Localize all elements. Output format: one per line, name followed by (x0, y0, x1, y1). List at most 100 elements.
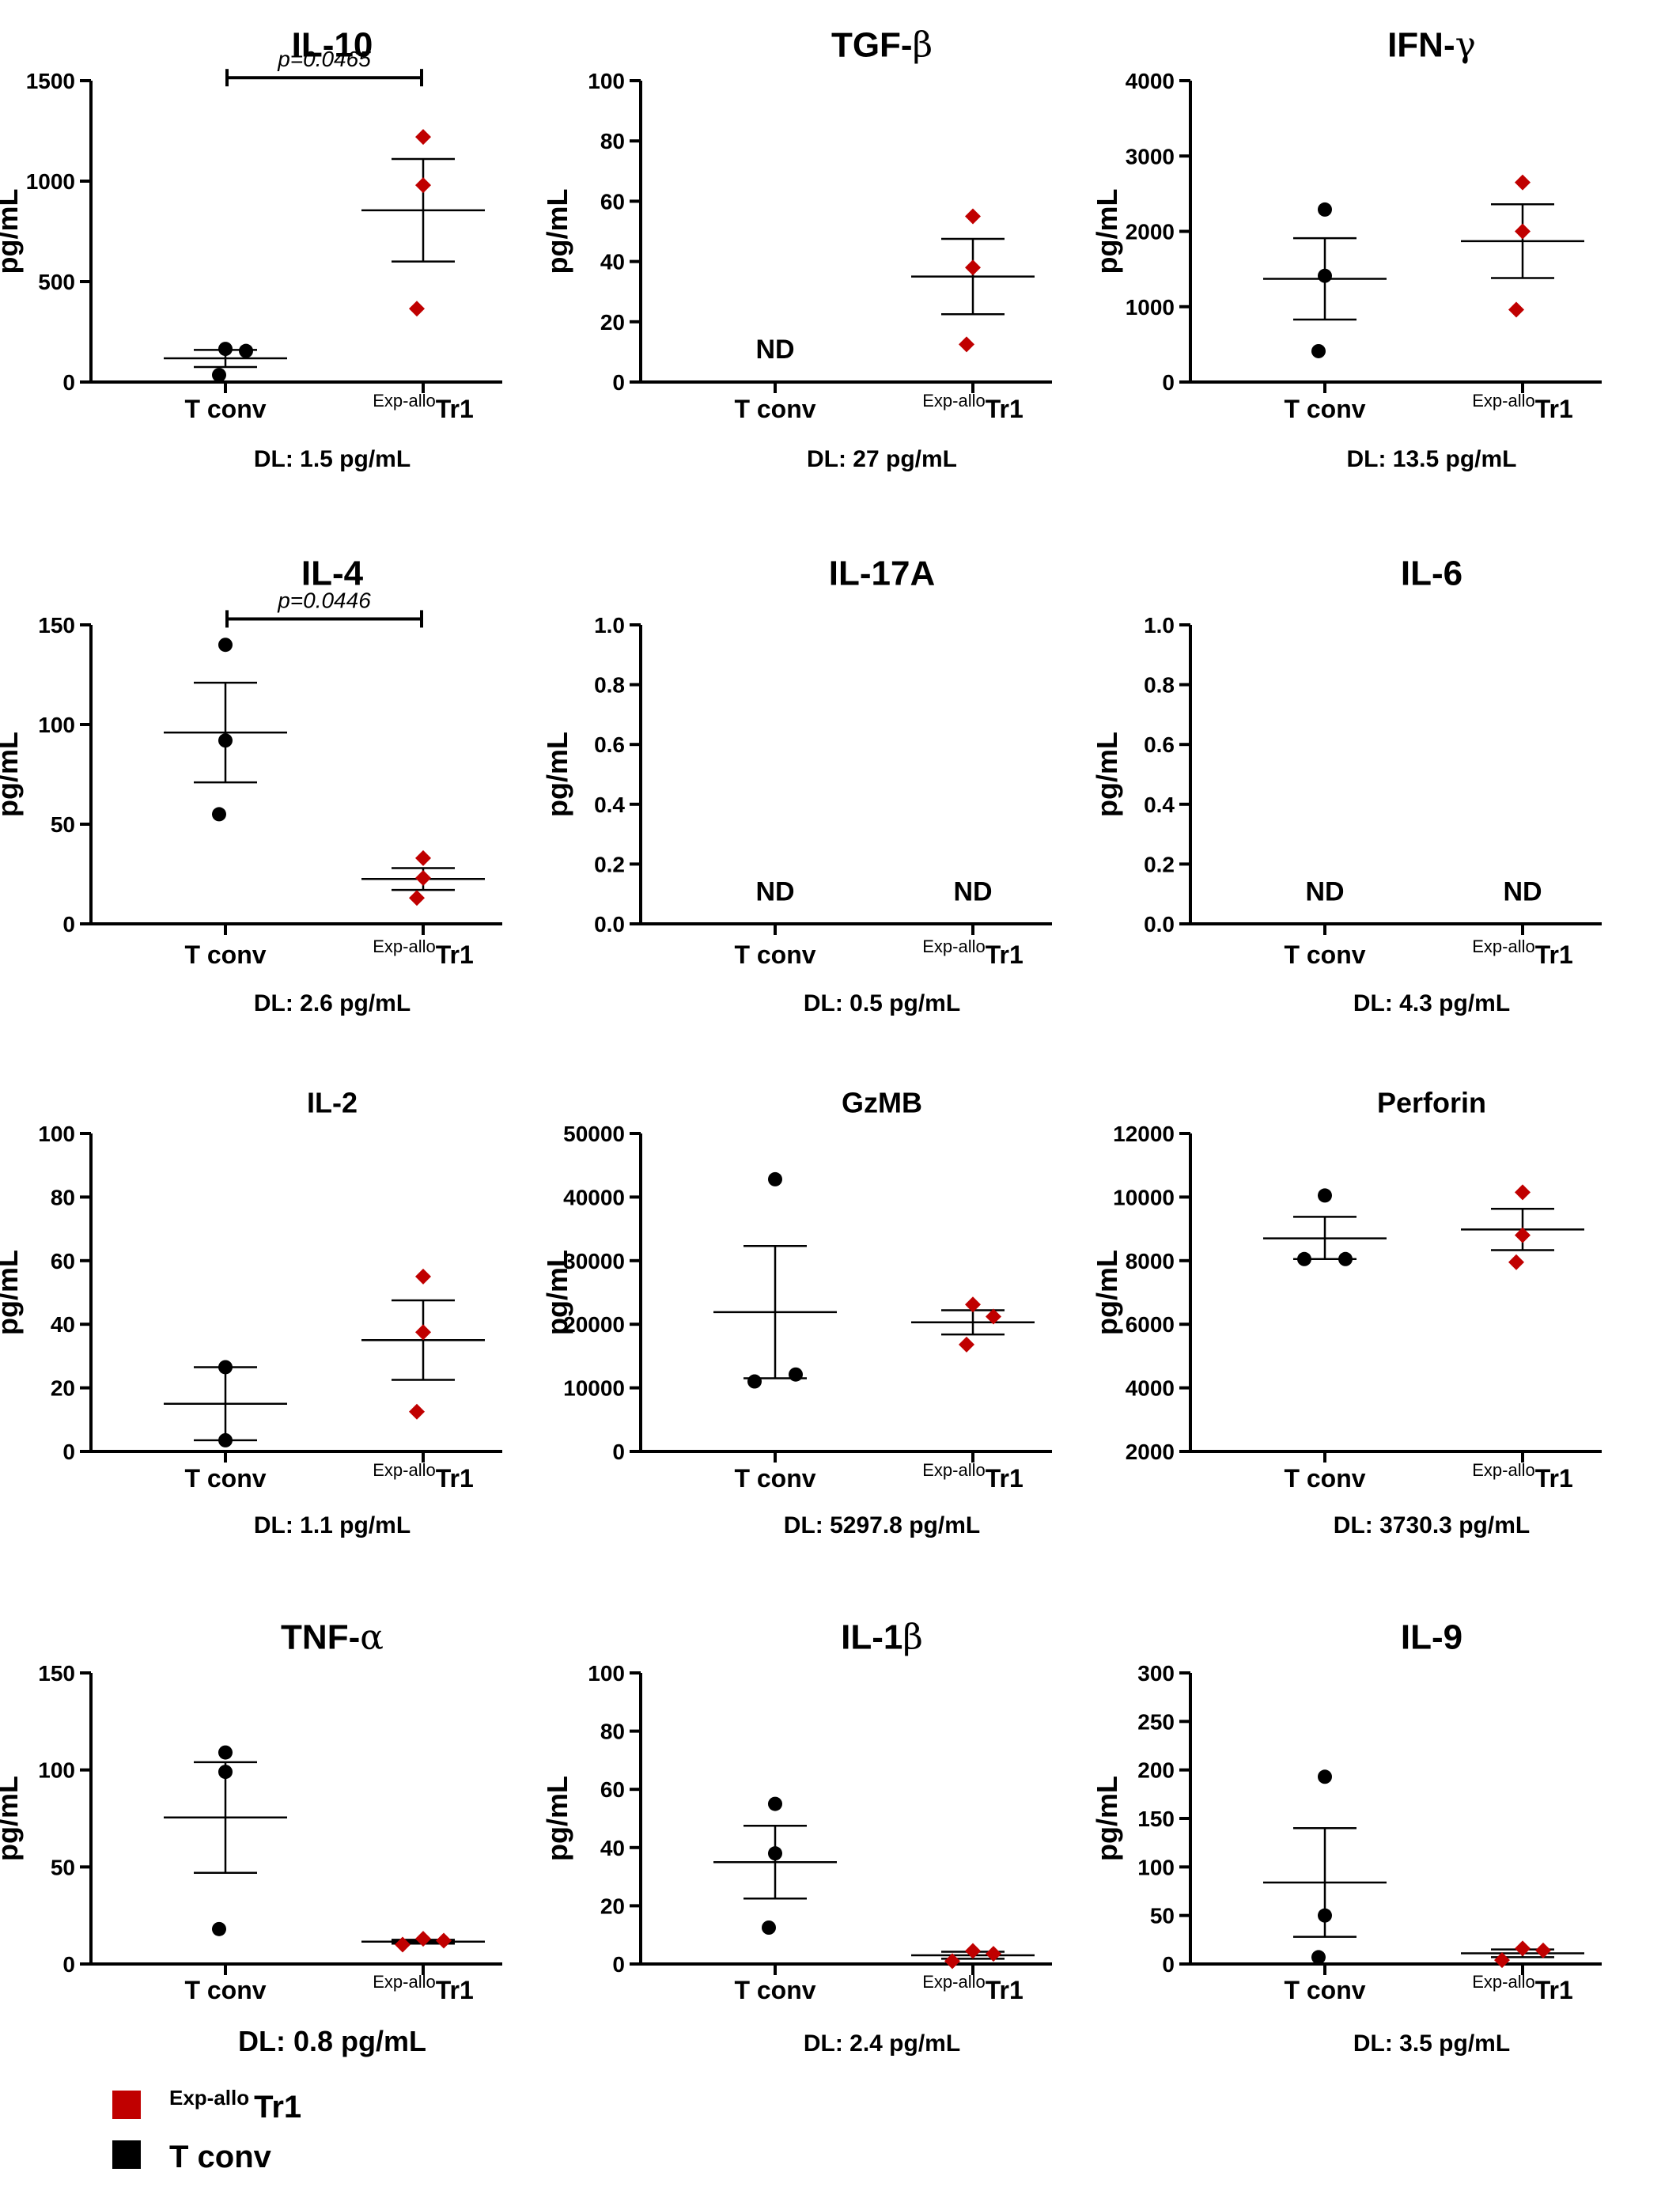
y-tick-label: 10000 (563, 1376, 625, 1401)
tconv-point (218, 638, 233, 653)
y-tick-label: 60 (600, 189, 625, 214)
x-tick-label: T conv (734, 395, 815, 423)
x-tick-label: T conv (184, 395, 266, 423)
y-tick-label: 0 (1162, 1952, 1175, 1977)
x-tick-label-main: Tr1 (986, 1464, 1024, 1493)
x-tick-label-superscript: Exp-allo (1472, 937, 1534, 956)
legend-item-tr1: Exp-allo Tr1 (112, 2086, 301, 2125)
y-tick-label: 0.8 (1144, 673, 1175, 698)
detection-limit: DL: 4.3 pg/mL (1353, 990, 1510, 1016)
panel-title: IL-2 (307, 1087, 358, 1119)
panel-title-text: IL-6 (1401, 554, 1462, 592)
y-tick-label: 150 (38, 1661, 75, 1686)
nd-label: ND (1503, 876, 1542, 906)
tr1-point (415, 870, 431, 887)
tconv-point (762, 1920, 776, 1935)
tconv-point (1318, 1908, 1332, 1923)
y-tick-label: 0 (612, 1952, 625, 1977)
detection-limit: DL: 13.5 pg/mL (1346, 446, 1516, 472)
x-tick-label: Exp-alloTr1 (1472, 1460, 1573, 1493)
y-tick-label: 20000 (563, 1312, 625, 1337)
y-tick-label: 60 (600, 1777, 625, 1802)
x-tick-label-superscript: Exp-allo (922, 1460, 985, 1480)
panel-perforin: Perforin pg/mL 2000 4000 6000 8000 10000 12000 T… (1091, 1087, 1602, 1538)
panel-title-text: TGF- (831, 25, 913, 64)
y-tick-label: 100 (38, 1758, 75, 1783)
x-tick-label-main: Tr1 (436, 1976, 474, 2004)
y-axis-label: pg/mL (0, 1250, 24, 1335)
panel-title-text: TNF- (281, 1618, 360, 1656)
y-axis-label: pg/mL (541, 1776, 573, 1861)
x-tick-label: Exp-alloTr1 (1472, 937, 1573, 969)
x-tick-label: T conv (734, 1976, 815, 2004)
detection-limit: DL: 1.5 pg/mL (254, 446, 411, 472)
tr1-point (986, 1308, 1001, 1325)
panel-title-text: IL-9 (1401, 1618, 1462, 1656)
legend-swatch (112, 2091, 141, 2119)
x-tick-label-superscript: Exp-allo (1472, 1460, 1534, 1480)
x-tick-label-main: Tr1 (436, 1464, 474, 1493)
tr1-point (1508, 1254, 1524, 1270)
detection-limit: DL: 2.6 pg/mL (254, 990, 411, 1016)
y-tick-label: 0.0 (1144, 912, 1175, 937)
tconv-point (218, 342, 233, 357)
panel-il10: IL-10 pg/mL 0 500 1000 1500 T conv Exp-alloTr1 p… (0, 25, 502, 472)
tr1-point (1515, 1184, 1531, 1201)
y-tick-label: 1.0 (594, 613, 625, 638)
x-tick-label-main: Tr1 (986, 395, 1024, 423)
y-tick-label: 40 (600, 1836, 625, 1860)
x-tick-label-superscript: Exp-allo (1472, 391, 1534, 411)
panel-title-greek: β (902, 1617, 922, 1657)
y-tick-label: 40 (600, 250, 625, 274)
tconv-point (789, 1367, 803, 1382)
tr1-point (1515, 1940, 1531, 1957)
x-tick-label: T conv (184, 1464, 266, 1493)
x-tick-label-main: Tr1 (1535, 1464, 1573, 1493)
x-tick-label: T conv (734, 940, 815, 969)
y-tick-label: 2000 (1126, 220, 1175, 244)
nd-label: ND (755, 335, 794, 365)
panel-title: TGF-β (831, 25, 933, 65)
tr1-point (1515, 174, 1531, 191)
tr1-point (1494, 1952, 1510, 1969)
tr1-point (986, 1946, 1001, 1962)
x-tick-label: Exp-alloTr1 (922, 391, 1024, 423)
panel-tnfa: TNF-α pg/mL 0 50 100 150 T conv Exp-alloTr1 DL: … (0, 1617, 502, 2057)
tconv-point (218, 1360, 233, 1375)
x-tick-label-superscript: Exp-allo (922, 937, 985, 956)
x-tick-label: Exp-alloTr1 (373, 937, 474, 969)
x-tick-label-main: Tr1 (436, 395, 474, 423)
y-tick-label: 8000 (1126, 1249, 1175, 1273)
panel-ifng: IFN-γ pg/mL 0 1000 2000 3000 4000 T conv Exp-all… (1091, 25, 1602, 472)
x-tick-label-superscript: Exp-allo (1472, 1972, 1534, 1992)
panel-title: IL-17A (829, 554, 935, 592)
y-axis-label: pg/mL (1091, 1776, 1123, 1861)
detection-limit: DL: 5297.8 pg/mL (784, 1512, 980, 1538)
tr1-point (415, 1268, 431, 1285)
y-tick-label: 0 (62, 1952, 75, 1977)
x-tick-label: Exp-alloTr1 (373, 1972, 474, 2004)
tconv-point (218, 1765, 233, 1780)
tconv-point (1297, 1251, 1311, 1266)
tr1-point (415, 850, 431, 866)
panel-il4: IL-4 pg/mL 0 50 100 150 T conv Exp-alloTr1 p=0.0… (0, 554, 502, 1016)
detection-limit: DL: 1.1 pg/mL (254, 1512, 411, 1538)
tconv-point (218, 1432, 233, 1447)
y-tick-label: 50 (51, 1855, 75, 1879)
x-tick-label-superscript: Exp-allo (373, 391, 435, 411)
x-tick-label-main: Tr1 (986, 940, 1024, 969)
y-tick-label: 150 (38, 613, 75, 638)
tr1-point (1535, 1942, 1551, 1958)
panel-il1b: IL-1β pg/mL 0 20 40 60 80 100 T conv Exp-alloTr1 D… (541, 1617, 1052, 2057)
tr1-point (944, 1953, 960, 1970)
panel-title: IL-4 (301, 554, 364, 592)
panel-title-text: IL-10 (292, 25, 373, 64)
x-tick-label: Exp-alloTr1 (922, 937, 1024, 969)
y-axis-label: pg/mL (1091, 732, 1123, 817)
x-tick-label-main: Tr1 (1535, 395, 1573, 423)
x-tick-label: Exp-alloTr1 (922, 1972, 1024, 2004)
x-tick-label: T conv (734, 1464, 815, 1493)
tconv-point (212, 368, 226, 383)
